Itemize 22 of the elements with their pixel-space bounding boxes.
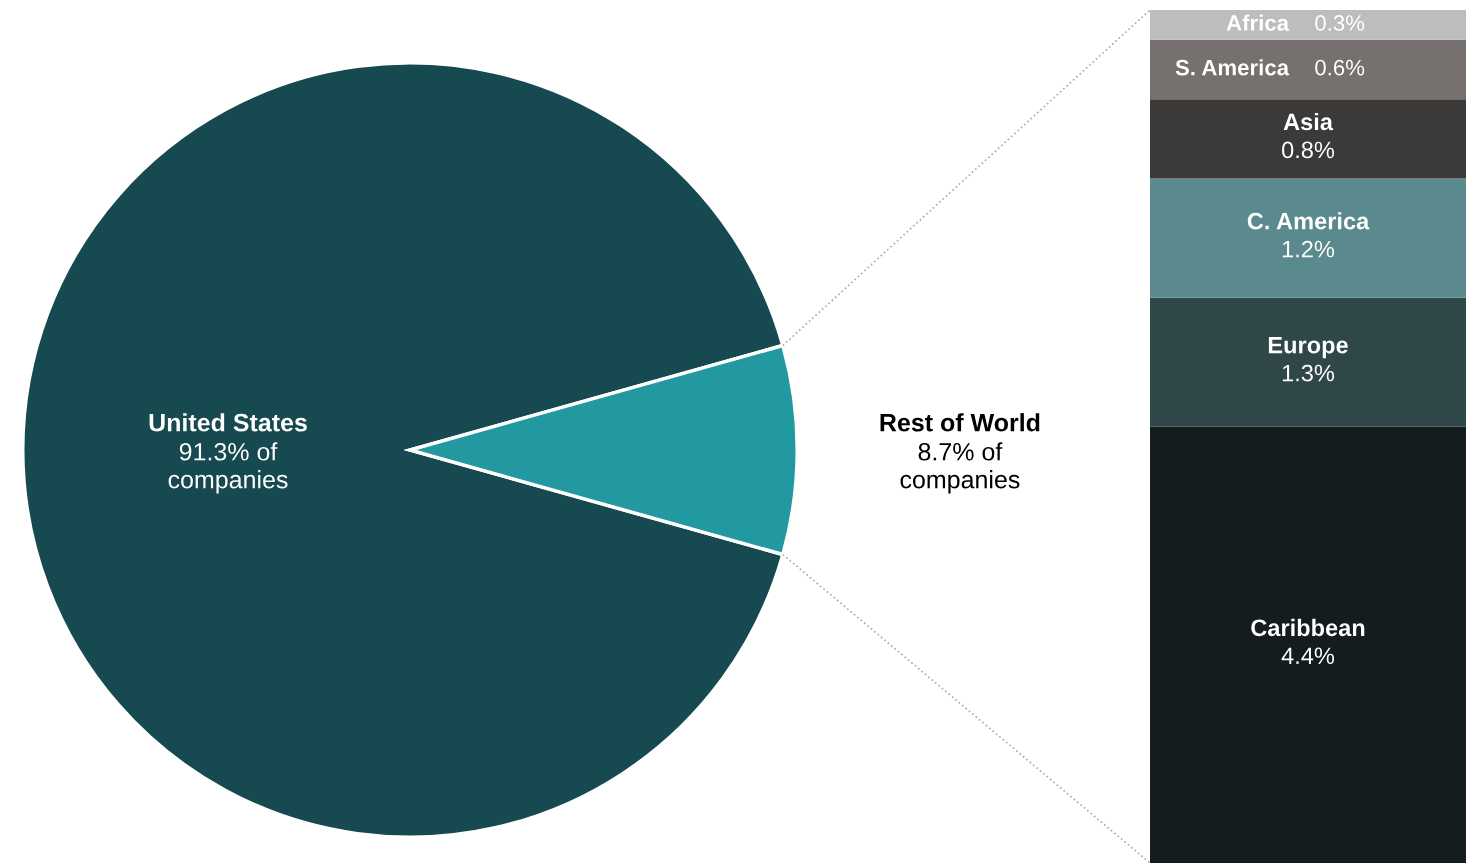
data-label: 4.4%	[1281, 647, 1335, 665]
series-label: Caribbean	[1251, 618, 1365, 637]
bar	[1150, 99, 1466, 179]
data-label: 1.2%	[1282, 240, 1335, 258]
data-label: 0.6%	[1315, 59, 1365, 76]
bar	[1150, 39, 1466, 100]
data-label: 0.8%	[1282, 141, 1335, 159]
data-label: 91.3% of companies	[168, 442, 288, 494]
series-label: C. America	[1247, 212, 1370, 230]
bar	[1150, 10, 1466, 40]
data-label: 0.3%	[1315, 15, 1365, 31]
bar	[1150, 178, 1466, 298]
data-label: 1.3%	[1282, 364, 1335, 382]
slice-label: Rest of World	[880, 413, 1040, 432]
series-label: Asia	[1283, 112, 1334, 131]
bar	[1150, 426, 1466, 863]
data-label: 8.7% of companies	[900, 442, 1020, 494]
series-label: Africa	[1226, 14, 1290, 31]
series-label: Europe	[1268, 337, 1348, 359]
series-label: S. America	[1175, 59, 1290, 76]
bar	[1150, 297, 1466, 427]
slice-label: United States	[149, 413, 307, 432]
